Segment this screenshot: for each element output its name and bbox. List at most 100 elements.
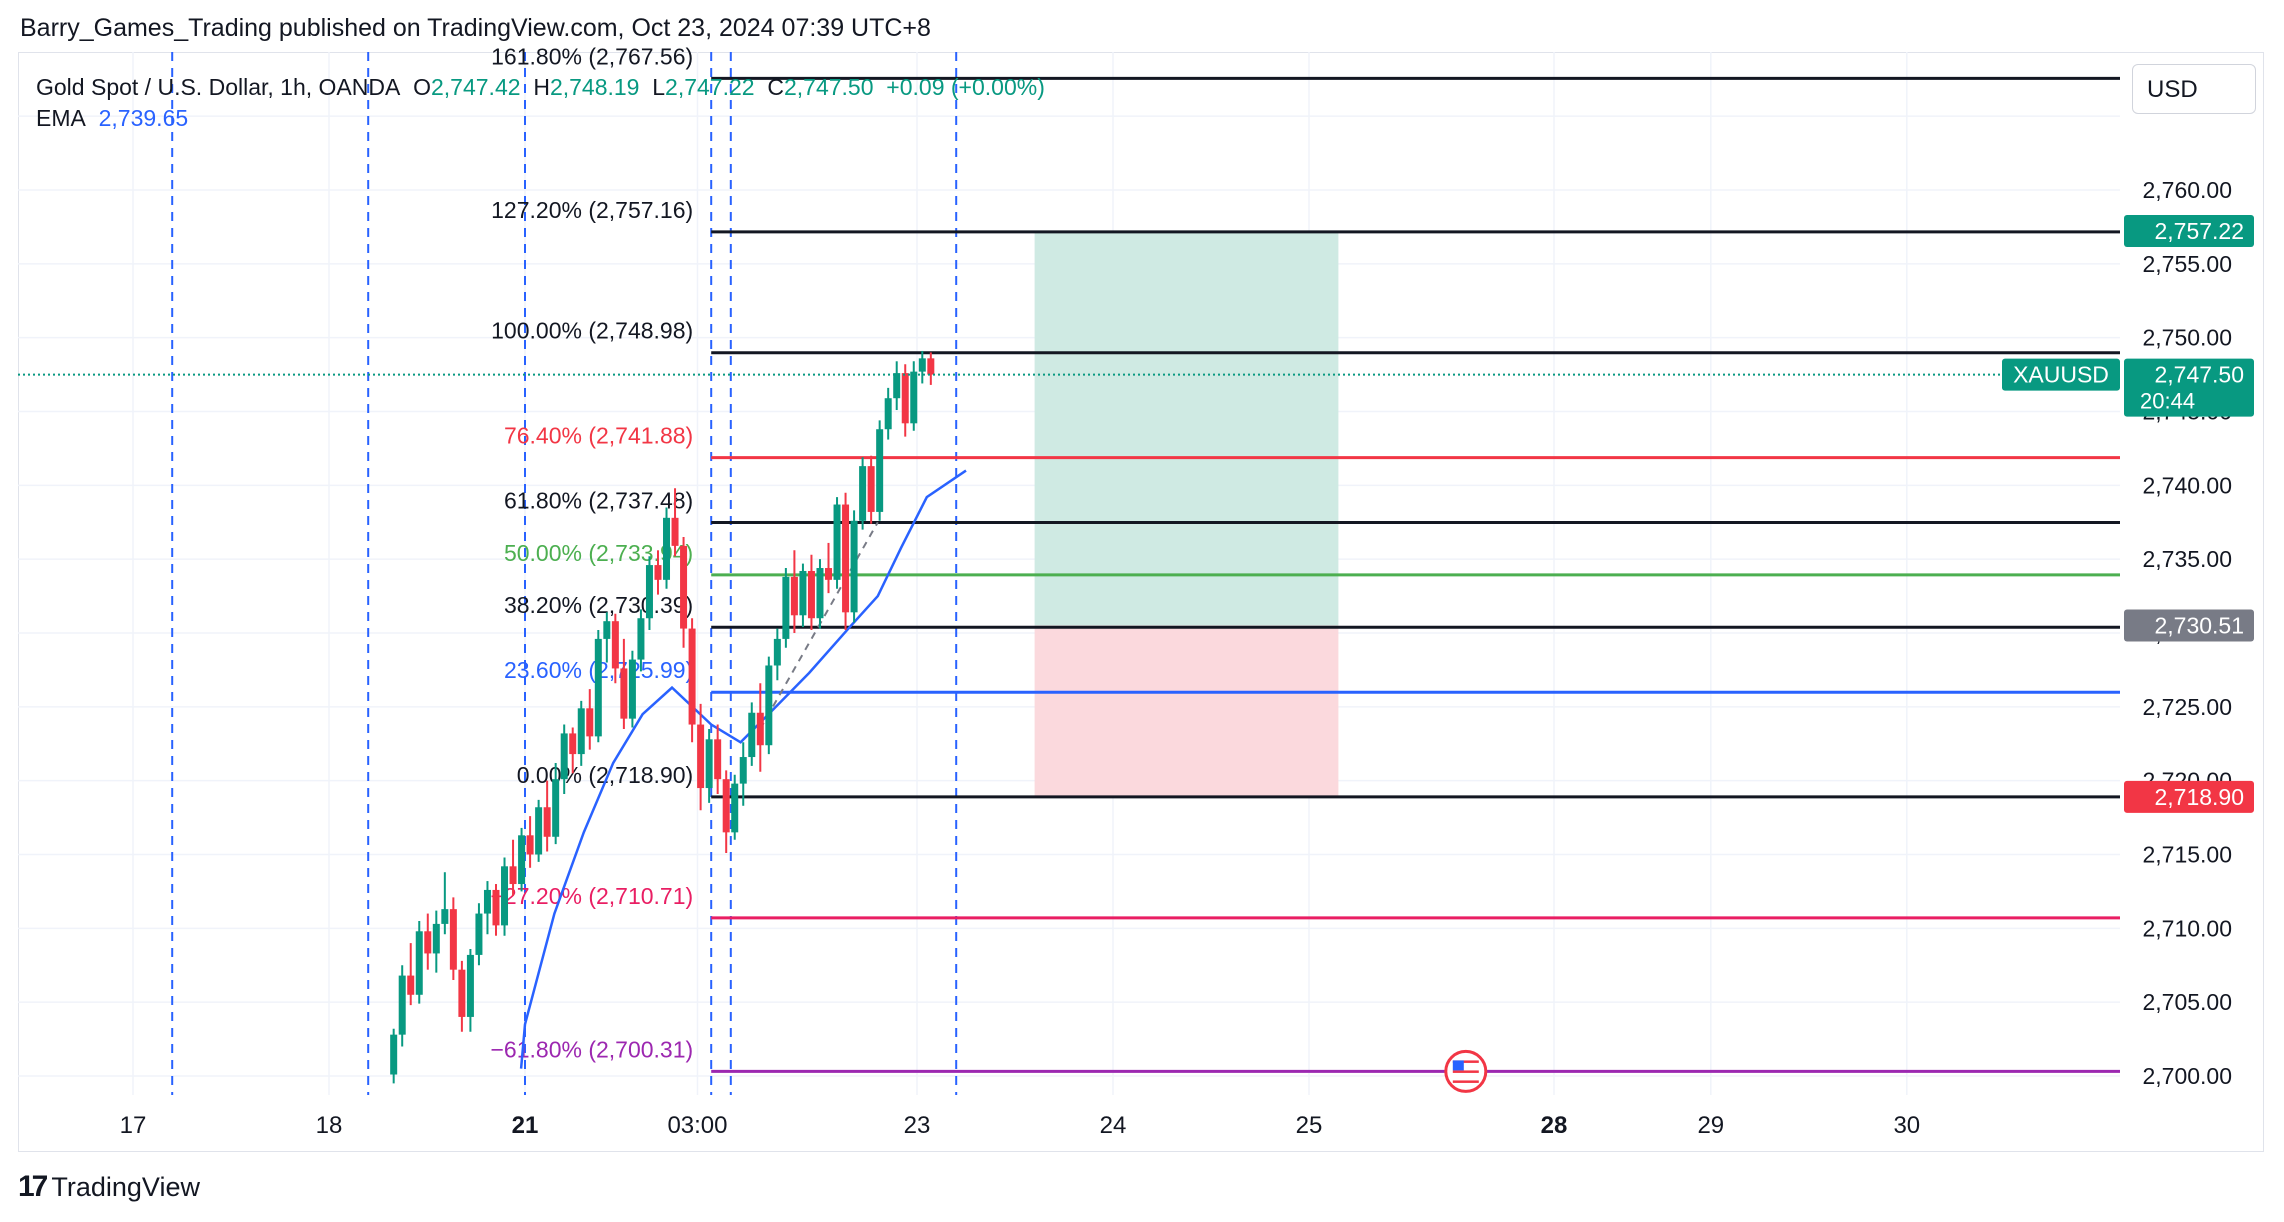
- candle-body: [833, 504, 841, 580]
- flag-stripe: [1452, 1075, 1479, 1078]
- price-tick-label: 2,710.00: [2142, 915, 2232, 941]
- candle-body: [901, 373, 909, 424]
- candle-body: [586, 708, 594, 737]
- candle-body: [398, 975, 406, 1035]
- time-tick-label: 21: [512, 1112, 539, 1139]
- price-tick-label: 2,760.00: [2142, 177, 2232, 203]
- price-badge-label: 2,730.51: [2154, 612, 2244, 638]
- fib-level-label: 61.80% (2,737.48): [504, 488, 693, 514]
- candle-body: [620, 668, 628, 719]
- fib-level-label: 127.20% (2,757.16): [491, 197, 693, 223]
- price-tick-label: 2,740.00: [2142, 472, 2232, 498]
- ema-label[interactable]: EMA: [36, 105, 86, 131]
- ema-line: [519, 469, 967, 1069]
- price-tick-label: 2,735.00: [2142, 546, 2232, 572]
- candle-body: [859, 466, 867, 521]
- flag-stripe: [1452, 1060, 1479, 1063]
- candle-body: [927, 358, 935, 375]
- fib-level-label: 50.00% (2,733.94): [504, 540, 693, 566]
- candle-body: [483, 889, 491, 914]
- candle-body: [543, 807, 551, 837]
- candle-body: [637, 618, 645, 660]
- candle-body: [782, 576, 790, 639]
- price-badges: 2,757.22 2,730.51 2,718.90 XAUUSD 2,747.5020…: [2002, 215, 2254, 813]
- candle-body: [842, 504, 850, 613]
- flag-stripe: [1452, 1080, 1479, 1083]
- candle-body: [407, 975, 415, 995]
- candles: [390, 350, 935, 1084]
- candle-body: [705, 739, 713, 789]
- candle-body: [654, 565, 662, 580]
- flag-stripe: [1452, 1065, 1479, 1068]
- candle-body: [390, 1034, 398, 1075]
- fib-level-label: 76.40% (2,741.88): [504, 423, 693, 449]
- bar-countdown-label: 20:44: [2140, 389, 2195, 414]
- candle-body: [645, 565, 653, 619]
- flag-canton: [1452, 1060, 1464, 1071]
- candle-body: [697, 724, 705, 789]
- price-tick-label: 2,715.00: [2142, 842, 2232, 868]
- chart-legend: Gold Spot / U.S. Dollar, 1h, OANDA O 2,74…: [36, 72, 1045, 134]
- symbol-badge: [2002, 358, 2120, 391]
- candle-body: [918, 358, 926, 372]
- currency-button[interactable]: USD: [2132, 64, 2256, 114]
- time-tick-label: 28: [1541, 1112, 1568, 1139]
- high-value: 2,748.19: [549, 74, 640, 100]
- flag-stripe: [1452, 1070, 1479, 1073]
- candle-body: [731, 783, 739, 833]
- candle-body: [714, 739, 722, 780]
- candle-body: [466, 954, 474, 1017]
- symbol-title[interactable]: Gold Spot / U.S. Dollar, 1h, OANDA: [36, 74, 401, 100]
- high-label: H: [533, 74, 550, 100]
- price-tick-label: 2,705.00: [2142, 989, 2232, 1015]
- candle-body: [611, 621, 619, 669]
- candle-body: [569, 733, 577, 755]
- candle-body: [671, 517, 679, 546]
- candle-body: [518, 835, 526, 885]
- candle-body: [773, 638, 781, 666]
- vertical-date-markers: [171, 52, 958, 1095]
- symbol-badge-label: XAUUSD: [2013, 362, 2109, 388]
- tradingview-logo-icon: 17: [18, 1170, 48, 1203]
- candle-body: [449, 909, 457, 970]
- publish-line: Barry_Games_Trading published on Trading…: [20, 14, 931, 42]
- time-tick-label: 25: [1296, 1112, 1323, 1139]
- time-tick-label: 30: [1893, 1112, 1920, 1139]
- fibonacci-levels: 161.80% (2,767.56) 127.20% (2,757.16) 100.…: [491, 43, 2120, 1073]
- candle-body: [509, 866, 517, 885]
- price-badge-label: 2,718.90: [2154, 784, 2244, 810]
- low-label: L: [652, 74, 666, 100]
- candle-body: [680, 545, 688, 629]
- candle-body: [560, 733, 568, 780]
- candle-body: [688, 628, 696, 725]
- close-label: C: [767, 74, 784, 100]
- price-badge: [2124, 780, 2254, 813]
- candle-body: [577, 708, 585, 755]
- ema-line-path: [519, 469, 967, 1069]
- time-tick-label: 03:00: [667, 1112, 727, 1139]
- candle-body: [415, 931, 423, 995]
- candle-body: [825, 568, 833, 580]
- candle-body: [722, 779, 730, 833]
- price-tick-label: 2,750.00: [2142, 325, 2232, 351]
- ema-value: 2,739.65: [98, 105, 189, 131]
- candle-body: [910, 371, 918, 424]
- candle-body: [850, 520, 858, 613]
- candle-body: [458, 969, 466, 1017]
- candle-body: [884, 398, 892, 430]
- time-axis: 17 18 21 03:00 23 24 25 28 29 30: [120, 1112, 1921, 1139]
- candle-body: [799, 570, 807, 616]
- fib-level-label: 161.80% (2,767.56): [491, 43, 693, 69]
- candle-body: [475, 913, 483, 955]
- target-zone: [1034, 231, 1339, 626]
- chart-frame: [18, 52, 2264, 1152]
- candle-body: [603, 621, 611, 639]
- candle-body: [790, 576, 798, 616]
- tradingview-footer[interactable]: 17 TradingView: [18, 1170, 200, 1204]
- candle-body: [441, 909, 449, 924]
- time-tick-label: 24: [1100, 1112, 1127, 1139]
- candle-body: [492, 889, 500, 926]
- candle-body: [526, 835, 534, 855]
- open-label: O: [413, 74, 431, 100]
